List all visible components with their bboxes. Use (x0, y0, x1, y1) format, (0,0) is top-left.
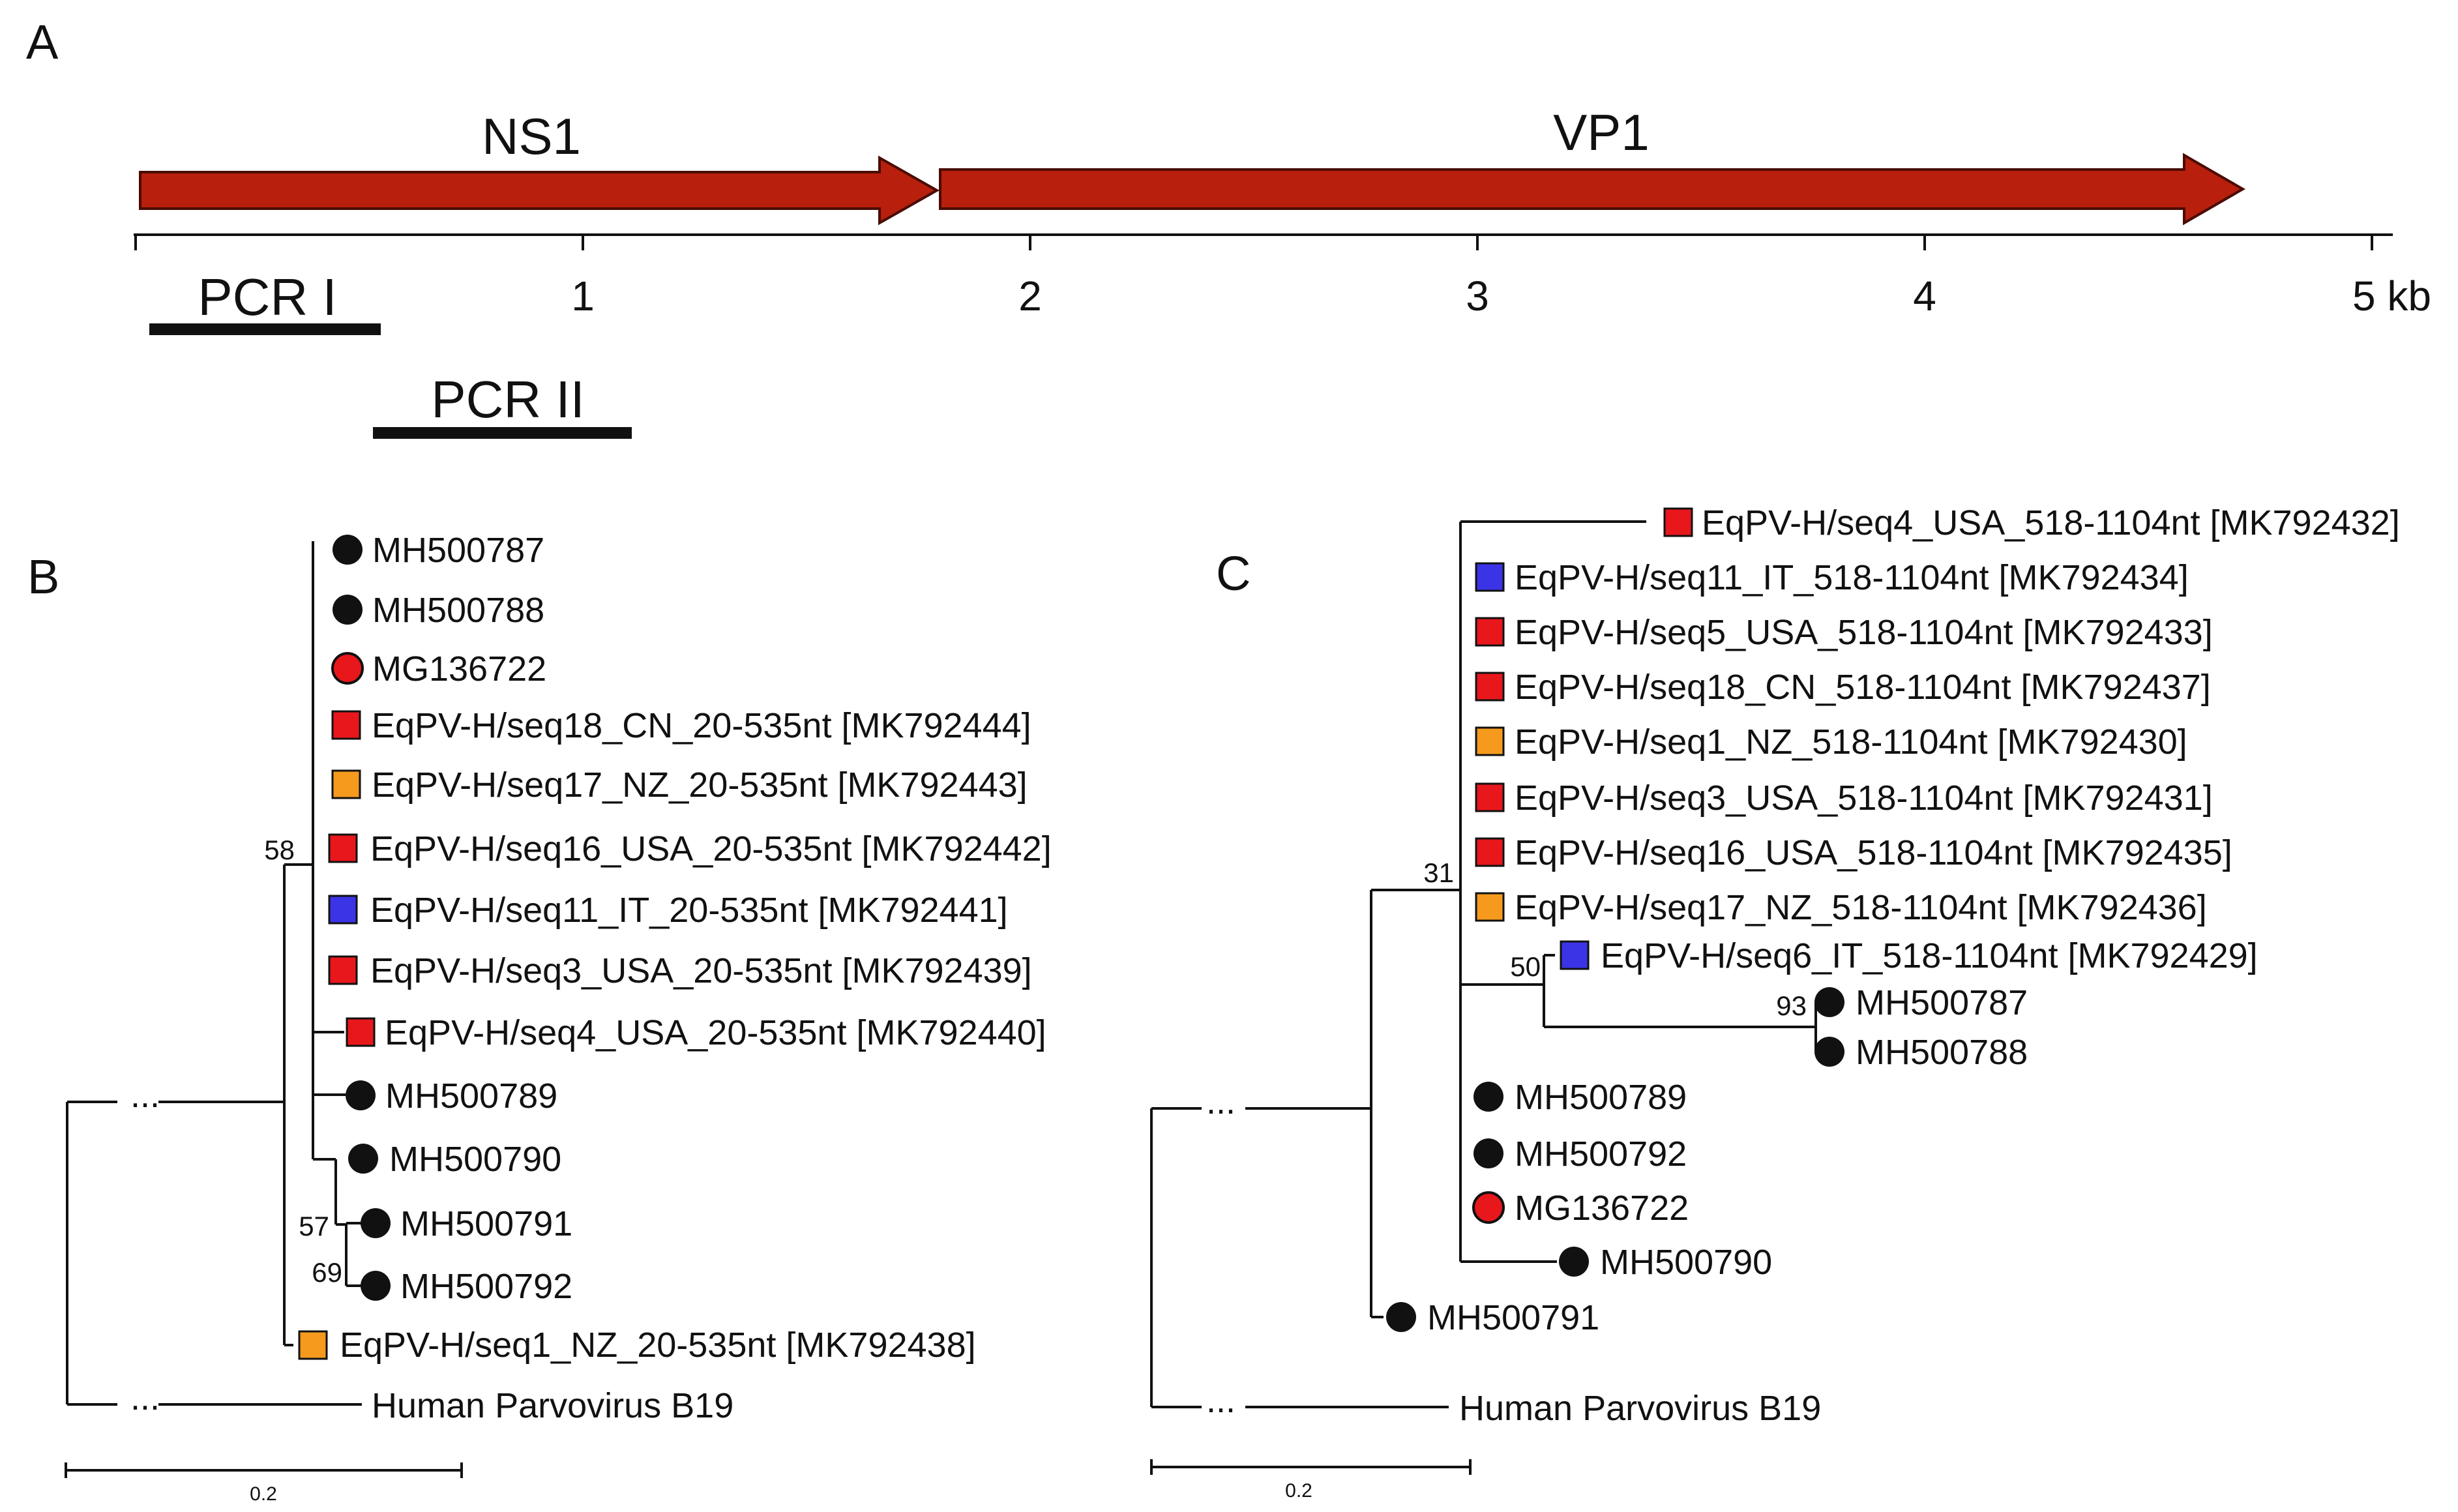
tree-c-leaf-label: MH500787 (1856, 983, 2028, 1022)
tree-b-bootstrap: 57 (299, 1211, 329, 1241)
tree-b-bootstrap: 69 (312, 1257, 342, 1288)
tree-b-circle-marker (333, 595, 363, 625)
tree-c-leaf-label: MH500788 (1856, 1033, 2028, 1072)
tree-c-leaf-label: EqPV-H/seq5_USA_518-1104nt [MK792433] (1515, 613, 2213, 652)
tree-c-square-marker (1475, 782, 1505, 812)
tree-b-square-marker (328, 955, 358, 985)
tree-c: ... ... 31 50 93 EqPV-H/seq4_USA_518-110… (1150, 503, 2400, 1502)
tree-c-circle-marker (1386, 1302, 1416, 1332)
axis-tick-label-5kb: 5 kb (2352, 273, 2431, 319)
tree-c-square-marker (1663, 507, 1693, 537)
tree-b-leaf-label: MH500790 (389, 1140, 561, 1179)
tree-c-truncation-mark: ... (1206, 1082, 1236, 1121)
gene-label-vp1: VP1 (1553, 104, 1649, 161)
tree-c-square-marker (1475, 726, 1505, 756)
tree-b-leaf-label: EqPV-H/seq17_NZ_20-535nt [MK792443] (372, 765, 1028, 805)
tree-c-outgroup-label: Human Parvovirus B19 (1459, 1389, 1821, 1428)
tree-b-leaf-label: MH500789 (385, 1076, 557, 1116)
panel-b-label: B (27, 550, 59, 604)
tree-c-circle-marker (1473, 1082, 1503, 1112)
tree-c-circle-marker (1472, 1191, 1505, 1224)
tree-b-leaf-label: EqPV-H/seq16_USA_20-535nt [MK792442] (370, 829, 1052, 868)
tree-c-leaf-label: EqPV-H/seq17_NZ_518-1104nt [MK792436] (1515, 888, 2207, 927)
tree-c-circle-marker (1473, 1138, 1503, 1168)
tree-b-circle-marker (361, 1208, 391, 1238)
tree-b-square-marker (328, 833, 358, 863)
tree-b-circle-marker (346, 1080, 376, 1110)
tree-b-square-marker (346, 1017, 376, 1047)
tree-c-square-marker (1560, 940, 1590, 970)
tree-c-leaf-label: MH500792 (1515, 1134, 1687, 1174)
tree-b-square-marker (298, 1330, 328, 1360)
tree-b-leaf-label: EqPV-H/seq1_NZ_20-535nt [MK792438] (340, 1326, 976, 1365)
tree-c-scale-label: 0.2 (1285, 1480, 1312, 1502)
pcr-bar-1 (149, 323, 381, 335)
tree-c-leaf-label: EqPV-H/seq16_USA_518-1104nt [MK792435] (1515, 833, 2232, 872)
tree-b-truncation-mark: ... (130, 1378, 160, 1417)
tree-c-square-marker (1475, 562, 1505, 592)
axis-tick-label-4: 4 (1913, 273, 1936, 319)
tree-c-leaf-label: MH500789 (1515, 1078, 1687, 1117)
tree-b-leaf-label: MG136722 (372, 649, 546, 689)
tree-b-scale-label: 0.2 (250, 1483, 277, 1505)
tree-b-leaf-label: MH500792 (400, 1267, 572, 1306)
panel-c-label: C (1216, 546, 1251, 600)
tree-b-leaf-label: EqPV-H/seq18_CN_20-535nt [MK792444] (372, 706, 1031, 745)
genome-map: NS1 VP1 1 2 3 4 5 kb PCR I PCR II (134, 104, 2431, 439)
gene-label-ns1: NS1 (482, 108, 581, 165)
tree-c-bootstrap: 93 (1776, 990, 1807, 1021)
tree-c-square-marker (1475, 672, 1505, 702)
pcr-label-2: PCR II (431, 370, 585, 428)
tree-b-outgroup-label: Human Parvovirus B19 (372, 1386, 733, 1425)
tree-c-leaf-label: EqPV-H/seq11_IT_518-1104nt [MK792434] (1515, 558, 2189, 597)
panel-a-label: A (26, 15, 59, 69)
tree-c-leaf-label: EqPV-H/seq6_IT_518-1104nt [MK792429] (1601, 936, 2258, 975)
pcr-label-1: PCR I (198, 268, 336, 326)
tree-c-circle-marker (1814, 987, 1844, 1017)
tree-c-circle-marker (1814, 1037, 1844, 1067)
tree-b-truncation-mark: ... (130, 1076, 160, 1115)
gene-arrow-ns1 (139, 155, 940, 226)
tree-b-square-marker (331, 769, 361, 799)
tree-c-square-marker (1475, 892, 1505, 922)
tree-b: ... ... 58 57 69 MH500787 MH500788 MG136… (65, 531, 1052, 1505)
tree-b-circle-marker (331, 652, 364, 685)
tree-c-leaf-label: EqPV-H/seq1_NZ_518-1104nt [MK792430] (1515, 722, 2187, 762)
tree-c-square-marker (1475, 837, 1505, 867)
tree-b-leaf-label: MH500788 (372, 591, 544, 630)
tree-c-leaf-label: EqPV-H/seq18_CN_518-1104nt [MK792437] (1515, 668, 2211, 707)
axis-tick-label-1: 1 (571, 273, 595, 319)
tree-c-leaf-label: MH500791 (1427, 1298, 1599, 1337)
tree-c-leaf-label: MG136722 (1515, 1189, 1689, 1228)
tree-c-leaf-label: EqPV-H/seq3_USA_518-1104nt [MK792431] (1515, 778, 2213, 818)
tree-b-bootstrap: 58 (264, 835, 295, 865)
gene-arrow-vp1 (939, 153, 2245, 226)
tree-b-leaf-label: EqPV-H/seq4_USA_20-535nt [MK792440] (385, 1013, 1046, 1052)
tree-b-circle-marker (348, 1144, 378, 1174)
tree-b-leaf-label: MH500791 (400, 1204, 572, 1243)
tree-c-leaf-label: EqPV-H/seq4_USA_518-1104nt [MK792432] (1702, 503, 2400, 542)
tree-c-square-marker (1475, 617, 1505, 647)
tree-c-bootstrap: 31 (1423, 857, 1454, 888)
tree-c-truncation-mark: ... (1206, 1381, 1236, 1420)
tree-b-leaf-label: EqPV-H/seq3_USA_20-535nt [MK792439] (370, 951, 1032, 990)
tree-b-leaf-label: MH500787 (372, 531, 544, 570)
axis-tick-label-2: 2 (1018, 273, 1042, 319)
tree-b-circle-marker (333, 535, 363, 565)
tree-c-bootstrap: 50 (1510, 951, 1541, 982)
tree-b-square-marker (328, 895, 358, 925)
axis-tick-label-3: 3 (1466, 273, 1489, 319)
tree-c-circle-marker (1559, 1247, 1589, 1277)
tree-b-square-marker (331, 710, 361, 740)
pcr-bar-2 (373, 427, 632, 439)
tree-b-leaf-label: EqPV-H/seq11_IT_20-535nt [MK792441] (370, 891, 1008, 930)
tree-b-circle-marker (361, 1271, 391, 1301)
tree-c-leaf-label: MH500790 (1600, 1243, 1772, 1282)
